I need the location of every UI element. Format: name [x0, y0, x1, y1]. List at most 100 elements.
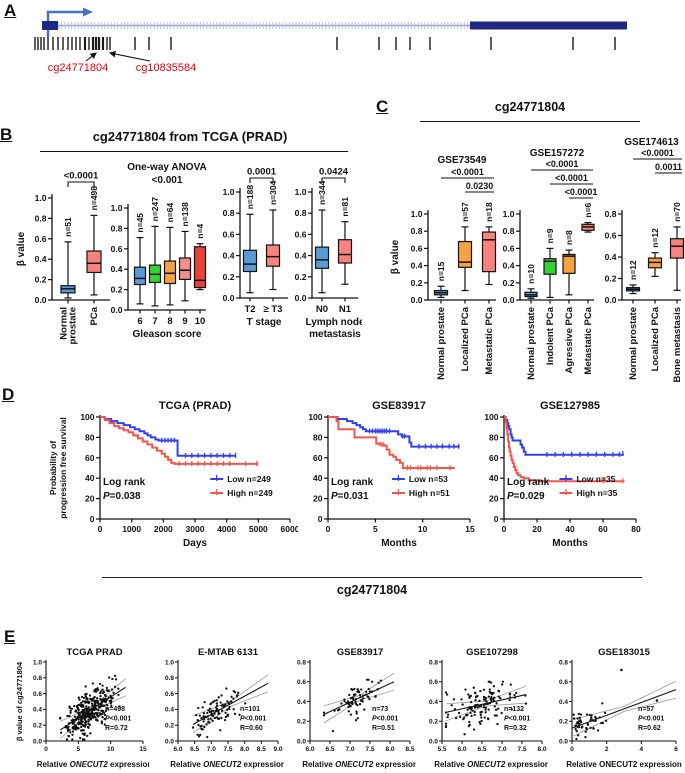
svg-text:8.5: 8.5 — [257, 746, 266, 753]
boxplot-gleason-score-svg: 0.0 0.2 0.4 0.6 0.8 1.0 n=45 6 n=247 7 n=64 8 n=138 9… — [111, 162, 207, 340]
category-label: 8 — [167, 316, 172, 327]
p-value: <0.0001 — [64, 171, 99, 182]
svg-text:0.4: 0.4 — [111, 264, 123, 274]
p-value: 0.0424 — [319, 167, 349, 178]
svg-text:80: 80 — [85, 432, 95, 442]
onecut2-gene-diagram-svg — [34, 7, 627, 62]
svg-text:Log rank: Log rank — [507, 477, 550, 488]
category-label: 6 — [137, 316, 142, 327]
boxplot-gse73549-svg: 0.0 0.2 0.4 0.6 0.8 1.0 β value n=15 Normal pros… — [390, 155, 497, 380]
boxplot-gse73549: 0.0 0.2 0.4 0.6 0.8 1.0 β value n=15 Normal pros… — [388, 130, 500, 397]
svg-text:20: 20 — [85, 494, 95, 504]
svg-text:R=0.32: R=0.32 — [504, 725, 527, 732]
svg-text:6.5: 6.5 — [190, 746, 199, 753]
category-label: Indolent PCa — [545, 306, 556, 365]
panel-b-title-rule — [40, 151, 348, 152]
y-axis-label: β value — [16, 231, 27, 266]
svg-text:0.8: 0.8 — [223, 208, 235, 218]
x-axis-label: Lymph node — [305, 317, 362, 328]
svg-text:P<0.001: P<0.001 — [240, 716, 266, 723]
km-curve — [328, 416, 460, 448]
svg-text:8.0: 8.0 — [385, 746, 394, 753]
category-label: Normal prostate — [628, 307, 639, 380]
ci-lower — [571, 697, 677, 738]
svg-text:6.0: 6.0 — [173, 746, 182, 753]
svg-text:0.6: 0.6 — [605, 231, 617, 241]
n-label: n=45 — [135, 213, 145, 233]
gene-structure-diagram — [0, 0, 685, 95]
n-label: n=6 — [583, 202, 593, 217]
panel-d-label: D — [2, 385, 15, 404]
x-axis-label: Relative ONECUT2 expression — [434, 760, 548, 769]
svg-text:0.0: 0.0 — [605, 295, 617, 305]
category-label: Normal prostate — [526, 307, 537, 380]
svg-text:0.2: 0.2 — [559, 719, 568, 726]
svg-text:0.0: 0.0 — [297, 738, 306, 745]
fit-line — [571, 689, 677, 729]
legend-label: Low n=53 — [409, 474, 448, 484]
svg-text:n=132: n=132 — [504, 706, 524, 713]
svg-text:7.0: 7.0 — [497, 746, 506, 753]
svg-text:0.6: 0.6 — [297, 679, 306, 686]
svg-text:0.0: 0.0 — [429, 738, 438, 745]
anova-note: <0.001 — [152, 175, 183, 186]
x-axis-label: Relative ONECUT2 expression — [37, 760, 149, 769]
boxplot-gse157272: 0.0 0.2 0.4 0.6 0.8 1.0 n=10 Normal prostate n=9… — [492, 130, 598, 397]
svg-text:0.0: 0.0 — [35, 295, 47, 305]
scatter-title: TCGA PRAD — [66, 647, 122, 658]
category-label: T2 — [244, 304, 255, 315]
scatter-title: GSE83917 — [337, 647, 383, 658]
scatter-emtab6131: 0.0 0.2 0.4 0.6 0.8 1.0 6.0 6.5 7.0 7.5 8.0 8.5 9.0 E… — [156, 645, 286, 773]
svg-text:7.5: 7.5 — [365, 746, 374, 753]
svg-text:0: 0 — [494, 514, 499, 524]
svg-text:P<0.001: P<0.001 — [504, 716, 530, 723]
svg-text:0.8: 0.8 — [559, 659, 568, 666]
boxplot-t-stage: 0.0 0.2 0.4 0.6 0.8 1.0 n=188 T2 n=304 ≥ T3 0.0001… — [214, 158, 292, 388]
svg-text:7.5: 7.5 — [223, 746, 232, 753]
svg-text:40: 40 — [85, 473, 95, 483]
p-value: 0.0230 — [466, 181, 494, 191]
y-axis-label: β value of cg24771804 — [15, 661, 24, 741]
svg-text:9.0: 9.0 — [273, 746, 282, 753]
scatter-title: GSE107298 — [466, 647, 518, 658]
svg-text:8.5: 8.5 — [405, 746, 414, 753]
box — [562, 253, 576, 274]
svg-text:0.6: 0.6 — [295, 229, 307, 239]
svg-text:R=0.72: R=0.72 — [105, 725, 128, 732]
category-label: Metastatic PCa — [583, 306, 594, 374]
km-gse127985-svg: 0 20 40 60 80 100 0 20 40 60 80 Months GSE127985 Low … — [484, 400, 641, 549]
n-label: n=8 — [564, 230, 574, 245]
svg-text:1.0: 1.0 — [503, 209, 515, 219]
svg-text:0: 0 — [90, 514, 95, 524]
svg-text:0: 0 — [44, 746, 48, 753]
panel-b-label: B — [0, 125, 13, 144]
p-value: 0.0011 — [655, 162, 682, 172]
svg-text:R=0.51: R=0.51 — [372, 725, 395, 732]
km-curve — [504, 416, 625, 483]
svg-text:7.5: 7.5 — [517, 746, 526, 753]
svg-text:20: 20 — [489, 494, 499, 504]
svg-text:0.8: 0.8 — [165, 675, 174, 682]
svg-text:0.0: 0.0 — [165, 738, 174, 745]
svg-text:P=0.038: P=0.038 — [103, 491, 141, 502]
y-axis-label: progression free survival — [58, 417, 68, 519]
legend-label: High n=35 — [576, 488, 617, 498]
scatter-gse183015: 0.0 0.2 0.4 0.6 0.8 0 2 4 6 GSE183015 Relative ONE… — [552, 645, 682, 773]
svg-text:0.8: 0.8 — [605, 209, 617, 219]
n-label: n=9 — [545, 228, 555, 243]
exon-1 — [42, 21, 58, 30]
svg-text:0.8: 0.8 — [503, 226, 515, 236]
panel-d-caption: cg24771804 — [336, 583, 408, 597]
scatter-gse83917-svg: 0.0 0.2 0.4 0.6 0.8 6.0 6.5 7.0 7.5 8.0 8.5 GSE8391… — [297, 647, 418, 769]
svg-text:20: 20 — [532, 524, 542, 534]
svg-text:40: 40 — [313, 473, 323, 483]
svg-text:1.0: 1.0 — [411, 209, 423, 219]
ci-lower — [323, 689, 395, 724]
svg-text:0.2: 0.2 — [165, 723, 174, 730]
svg-text:0.6: 0.6 — [503, 243, 515, 253]
panel-d-caption-block: cg24771804 — [102, 577, 642, 597]
panel-c-title-rule — [420, 121, 640, 122]
n-label: n=304 — [268, 180, 278, 205]
scatter-emtab6131-svg: 0.0 0.2 0.4 0.6 0.8 1.0 6.0 6.5 7.0 7.5 8.0 8.5 9.0 E… — [165, 647, 286, 769]
svg-text:20: 20 — [313, 494, 323, 504]
